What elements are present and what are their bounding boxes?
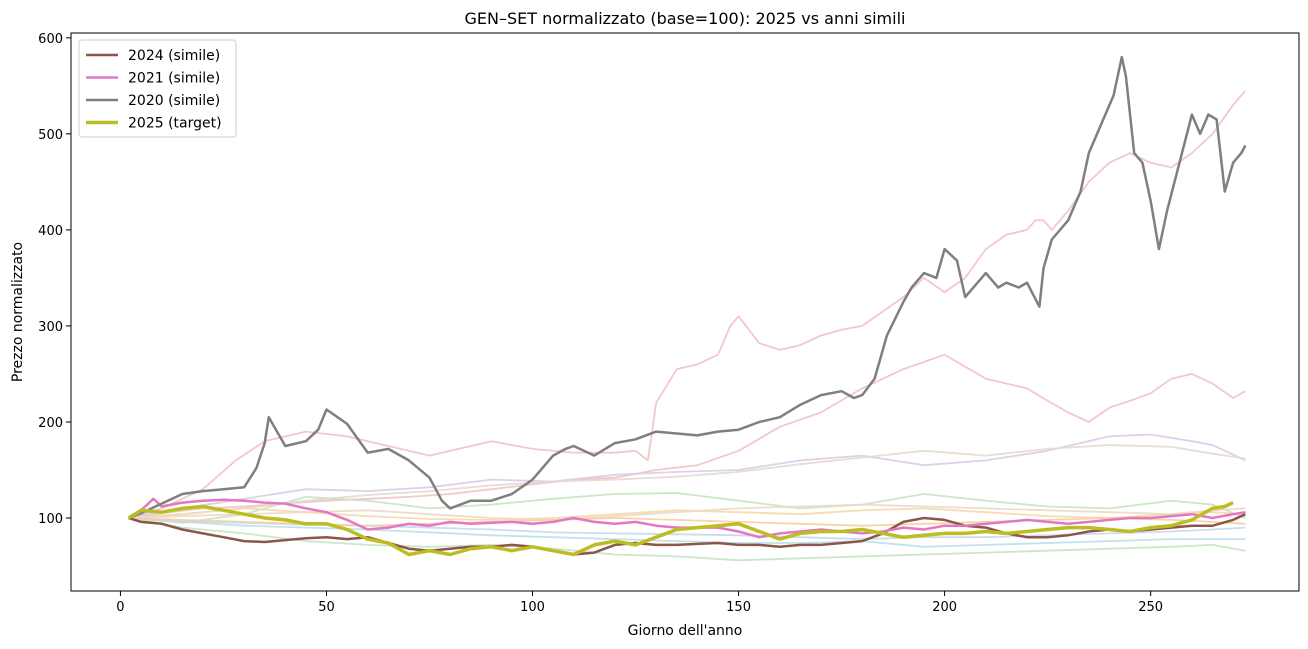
series-line-3 bbox=[127, 501, 1234, 557]
background-series-line-5 bbox=[128, 517, 1246, 562]
y-axis-label: Prezzo normalizzato bbox=[10, 242, 26, 382]
background-series-line-3 bbox=[128, 444, 1246, 519]
plot-frame bbox=[70, 32, 1300, 592]
x-tick-label: 250 bbox=[1138, 600, 1163, 615]
y-tick-label: 200 bbox=[38, 416, 63, 431]
background-series-line-0 bbox=[128, 90, 1247, 519]
legend-box bbox=[78, 39, 237, 138]
y-tick-label: 500 bbox=[38, 128, 63, 143]
background-series-group bbox=[128, 90, 1247, 562]
x-tick-label: 100 bbox=[520, 600, 545, 615]
y-tick-label: 400 bbox=[38, 224, 63, 239]
y-tick-label: 300 bbox=[38, 320, 63, 335]
y-tick-label: 100 bbox=[38, 512, 63, 527]
x-tick-label: 0 bbox=[116, 600, 124, 615]
legend-label: 2025 (target) bbox=[128, 116, 222, 132]
highlight-series-group bbox=[127, 55, 1247, 557]
legend: 2024 (simile) 2021 (simile) 2020 (simile) 2… bbox=[78, 39, 237, 138]
legend-label: 2021 (simile) bbox=[128, 71, 220, 87]
series-line-2 bbox=[128, 55, 1247, 520]
x-axis-ticks: 0 50 100 150 200 250 bbox=[116, 591, 1163, 615]
series-line-0 bbox=[128, 513, 1246, 556]
y-tick-label: 600 bbox=[38, 32, 63, 47]
background-series-line-2 bbox=[128, 433, 1246, 519]
y-axis-ticks: 100 200 300 400 500 600 bbox=[38, 32, 71, 527]
x-tick-label: 50 bbox=[318, 600, 335, 615]
legend-label: 2020 (simile) bbox=[128, 93, 220, 109]
background-series-line-9 bbox=[128, 503, 1246, 521]
series-line-1 bbox=[128, 497, 1246, 539]
background-series-line-6 bbox=[128, 517, 1246, 548]
x-axis-label: Giorno dell'anno bbox=[628, 623, 743, 639]
chart-title: GEN–SET normalizzato (base=100): 2025 vs… bbox=[465, 9, 906, 28]
background-series-line-4 bbox=[128, 492, 1246, 524]
x-tick-label: 150 bbox=[726, 600, 751, 615]
legend-label: 2024 (simile) bbox=[128, 48, 220, 64]
x-tick-label: 200 bbox=[932, 600, 957, 615]
